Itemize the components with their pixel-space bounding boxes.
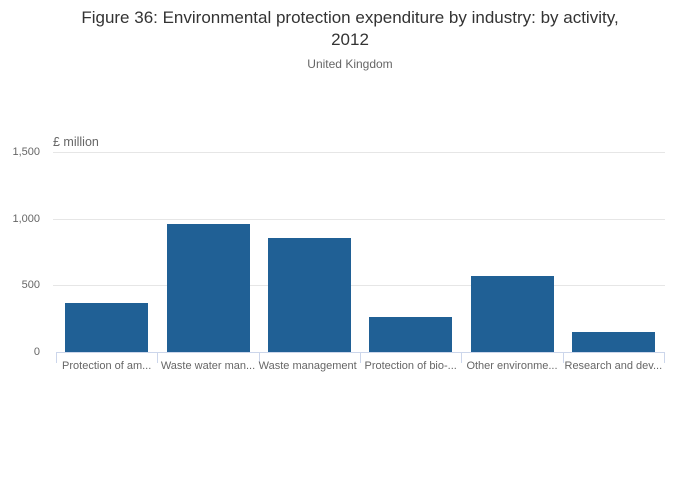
bar[interactable]: [571, 332, 655, 352]
y-axis-title: £ million: [53, 135, 99, 149]
x-axis-tick: [258, 352, 260, 363]
x-axis-tick: [461, 352, 463, 363]
x-axis-label: Protection of bio-...: [364, 360, 457, 372]
y-gridline: [53, 152, 665, 153]
y-axis-label: 1,000: [12, 212, 40, 225]
x-axis-tick: [56, 352, 57, 363]
y-gridline: [53, 285, 665, 287]
x-axis-tick: [664, 352, 665, 363]
y-axis-label: 500: [21, 279, 40, 292]
bar[interactable]: [267, 238, 351, 352]
x-axis-tick: [157, 352, 159, 363]
bar[interactable]: [166, 224, 250, 352]
x-axis-label: Waste management: [258, 360, 357, 372]
x-axis-tick: [360, 352, 361, 363]
y-axis-label: 0: [33, 346, 40, 358]
x-axis-tick: [562, 352, 564, 363]
bar[interactable]: [65, 303, 149, 352]
bar[interactable]: [470, 276, 554, 352]
chart-title: Figure 36: Environmental protection expe…: [35, 7, 665, 51]
x-axis-label: Research and dev...: [564, 360, 663, 372]
chart-title-text: Figure 36: Environmental protection expe…: [81, 8, 619, 49]
x-axis-label: Other environme...: [466, 360, 558, 372]
x-axis-label: Waste water man...: [160, 360, 256, 372]
x-axis-label: Protection of am...: [62, 360, 152, 372]
y-gridline: [53, 218, 665, 220]
y-axis-label: 1,500: [12, 146, 40, 158]
bar[interactable]: [369, 316, 453, 352]
chart-subtitle: United Kingdom: [307, 57, 393, 71]
